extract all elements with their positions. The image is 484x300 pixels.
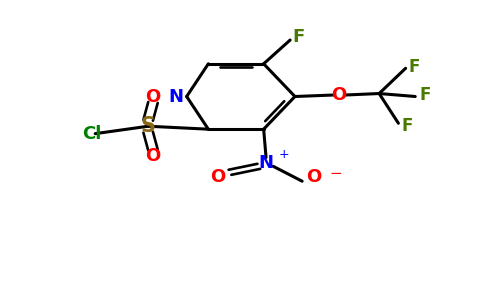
Text: F: F [408, 58, 420, 76]
Text: O: O [211, 168, 226, 186]
Text: O: O [145, 147, 161, 165]
Text: O: O [332, 86, 347, 104]
Text: F: F [401, 117, 413, 135]
Text: O: O [145, 88, 161, 106]
Text: Cl: Cl [82, 125, 101, 143]
Text: S: S [141, 116, 156, 136]
Text: −: − [330, 166, 342, 181]
Text: N: N [258, 154, 273, 172]
Text: +: + [279, 148, 289, 161]
Text: N: N [168, 88, 183, 106]
Text: O: O [306, 168, 322, 186]
Text: F: F [293, 28, 305, 46]
Text: F: F [419, 86, 431, 104]
